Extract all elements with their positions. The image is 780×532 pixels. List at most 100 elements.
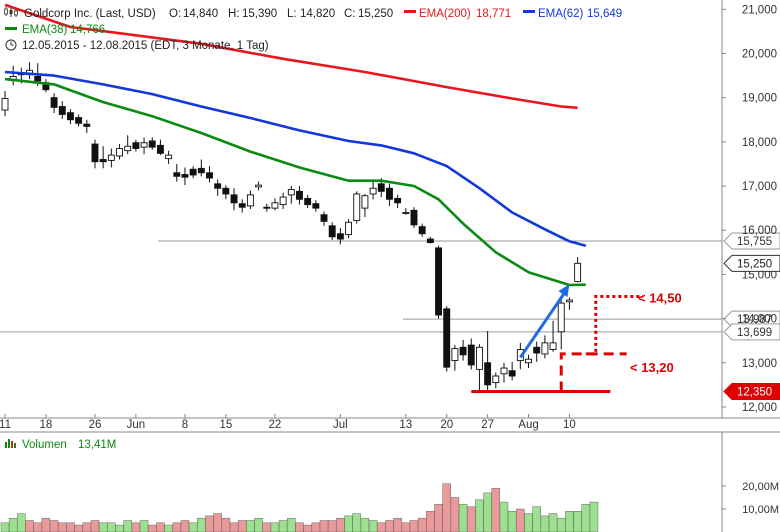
candle-up	[279, 196, 287, 206]
candle-up	[140, 142, 148, 148]
open-label: O:	[169, 8, 181, 20]
candle-up	[565, 299, 573, 303]
volume-bar-down	[401, 522, 411, 532]
candle-down	[418, 226, 426, 235]
reference-price-tag	[723, 323, 780, 341]
time-tick-label: 27	[481, 419, 494, 431]
volume-bar-up	[0, 522, 10, 532]
candle-up	[525, 358, 532, 364]
candle-up	[271, 202, 279, 209]
volume-bars	[0, 483, 599, 532]
candle-down	[156, 144, 164, 154]
candle-down	[304, 197, 312, 206]
volume-bar-down	[131, 522, 141, 532]
close-label: C:	[344, 8, 356, 20]
volume-bar-down	[327, 520, 337, 532]
candle-up	[124, 145, 132, 152]
candle-down	[197, 167, 205, 174]
ema38-swatch	[5, 27, 17, 30]
stop-1320-guide	[559, 352, 627, 392]
candle-down	[435, 247, 442, 316]
volume-bar-down	[303, 524, 312, 532]
candle-down	[206, 172, 213, 179]
volume-bar-down	[25, 520, 34, 532]
candle-down	[99, 159, 107, 163]
volume-bar-down	[82, 522, 92, 532]
annotation-text: < 13,20	[630, 360, 674, 375]
volume-bar-up	[139, 520, 149, 532]
volume-bar-down	[66, 522, 75, 532]
price-tick-label: 14,000	[742, 314, 777, 326]
reference-price-tag-label: 13,987	[737, 314, 772, 326]
volume-bar-down	[417, 517, 427, 532]
price-tick-label: 19,000	[742, 93, 777, 105]
volume-bar-down	[33, 522, 42, 532]
price-axis: 21,000 20,000 19,000 18,000 17,000 16,000 15,0…	[722, 4, 780, 414]
candles	[1, 62, 582, 392]
time-tick-label: Aug	[518, 419, 538, 431]
candle-down	[410, 209, 418, 226]
low-label: L:	[287, 8, 297, 20]
volume-bar-down	[295, 522, 304, 532]
candle-down	[484, 362, 492, 386]
volume-bar-up	[188, 522, 198, 532]
candle-up	[255, 184, 263, 188]
volume-bar-down	[41, 517, 51, 532]
volume-bar-up	[483, 492, 492, 532]
price-tick-label: 15,000	[742, 269, 777, 281]
candle-down	[148, 140, 156, 148]
volume-bar-up	[507, 511, 517, 532]
candle-up	[574, 262, 582, 282]
volume-bar-down	[180, 520, 190, 532]
candle-down	[459, 346, 467, 356]
volume-bar-up	[499, 501, 509, 532]
last-price-tag	[723, 254, 780, 272]
candle-up	[475, 346, 483, 370]
volume-bar-down	[205, 515, 214, 532]
candle-down	[533, 346, 541, 354]
candle-up	[116, 148, 123, 157]
candle-down	[91, 143, 99, 163]
price-tick-label: 13,000	[742, 358, 777, 370]
time-tick-label: 11	[0, 419, 11, 431]
volume-bar-up	[368, 520, 378, 532]
time-tick-label: 15	[219, 419, 232, 431]
volume-bar-up	[278, 520, 288, 532]
ema-lines	[4, 3, 587, 287]
volume-bar-down	[90, 520, 100, 532]
time-tick-label: Jul	[333, 419, 348, 431]
target-1450-guide	[585, 294, 644, 356]
volume-bar-up	[540, 515, 550, 532]
candle-down	[467, 344, 475, 366]
volume-bar-up	[581, 504, 591, 532]
volume-bar-down	[58, 522, 67, 532]
candle-up	[541, 342, 549, 355]
volume-bar-down	[74, 524, 83, 532]
candle-up	[369, 187, 377, 195]
low-value: 14,820	[300, 8, 335, 20]
volume-tick-label: 10,00M	[742, 504, 779, 516]
candle-up	[361, 195, 369, 209]
volume-bar-up	[344, 515, 353, 532]
volume-bar-up	[475, 499, 484, 532]
price-tick-label: 20,000	[742, 48, 777, 60]
volume-bar-down	[409, 520, 419, 532]
volume-bar-down	[172, 522, 182, 532]
volume-value: 13,41M	[78, 439, 116, 451]
reference-price-tag-label: 13,699	[737, 327, 772, 339]
volume-bar-up	[107, 522, 116, 532]
candle-down	[263, 206, 271, 209]
time-tick-label: 13	[399, 419, 412, 431]
time-tick-label: 22	[269, 419, 282, 431]
candle-up	[246, 194, 254, 207]
volume-bar-up	[246, 520, 255, 532]
candle-down	[83, 123, 91, 127]
trend-arrow-head	[558, 284, 570, 298]
price-tick-label: 21,000	[742, 4, 777, 16]
candle-down	[328, 225, 336, 238]
time-tick-label: 20	[440, 419, 453, 431]
volume-bar-down	[426, 511, 435, 532]
candle-up	[107, 154, 115, 161]
volume-bar-up	[589, 501, 599, 532]
